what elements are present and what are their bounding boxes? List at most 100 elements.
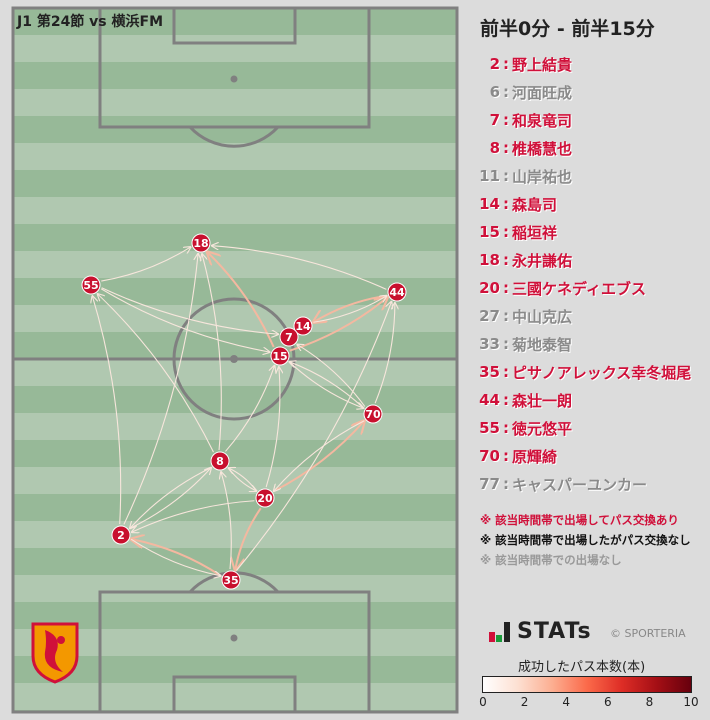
pass-arrow [374,303,395,404]
player-name: 原輝綺 [512,447,558,466]
player-number: 55 [479,419,500,437]
player-list-item: 27: 中山克広 [470,302,710,330]
player-nodes: 18 55 44 147 15 70 8 20 2 35 [81,233,407,590]
separator: : [503,167,509,185]
player-node-circle [293,316,313,336]
separator: : [503,195,509,213]
player-node: 18 [191,233,211,253]
player-node-circle [270,346,290,366]
player-name: 永井謙佑 [512,251,573,270]
player-name: 森壮一朗 [512,391,573,410]
pass-arrow [123,254,198,525]
pass-edges [92,246,395,576]
player-node: 15 [270,346,290,366]
pass-arrow [273,421,365,493]
player-node: 44 [387,282,407,302]
player-name: 徳元悠平 [512,419,573,438]
player-number: 70 [479,447,500,465]
player-node-label: 18 [193,237,208,250]
player-number: 11 [479,167,500,185]
player-name: 中山克広 [512,307,573,326]
player-list: 2: 野上結貴 6: 河面旺成 7: 和泉竜司 8: 椎橋慧也 11: 山岸祐也 14: 森島司 15:… [470,50,710,498]
player-name: 山岸祐也 [512,167,573,186]
legend-note: ※ 該当時間帯で出場してパス交換あり [480,513,679,527]
separator: : [503,83,509,101]
time-period: 前半0分 - 前半15分 [480,18,655,40]
player-node-circle [81,275,101,295]
player-list-item: 33: 菊地泰智 [470,330,710,358]
player-node-circle [221,570,241,590]
separator: : [503,223,509,241]
separator: : [503,447,509,465]
player-list-item: 70: 原輝綺 [470,442,710,470]
pass-arrow [101,247,190,282]
stats-wordmark: STATs [517,619,592,644]
player-node-label: 15 [272,350,287,363]
separator: : [503,307,509,325]
legend-notes: ※ 該当時間帯で出場してパス交換あり ※ 該当時間帯で出場したがパス交換なし ※ 該… [480,510,691,570]
colorbar-tick: 10 [683,695,699,709]
colorbar [482,676,692,693]
player-list-item: 55: 徳元悠平 [470,414,710,442]
player-number: 18 [479,251,500,269]
player-node: 14 [293,316,313,336]
player-node-label: 14 [295,320,311,333]
player-node-circle [363,404,383,424]
player-name: 野上結貴 [512,55,573,74]
colorbar-title: 成功したパス本数(本) [518,660,646,675]
player-node-circle [210,451,230,471]
player-node-label: 8 [216,455,224,468]
player-number: 6 [489,83,500,101]
separator: : [503,251,509,269]
pass-arrow [132,500,255,533]
player-name: 森島司 [512,195,558,214]
player-node-circle [191,233,211,253]
pass-arrow [236,302,391,571]
separator: : [503,391,509,409]
player-node-label: 7 [285,331,293,344]
pass-arrow [228,467,256,491]
separator: : [503,363,509,381]
separator: : [503,475,509,493]
player-number: 20 [479,279,500,297]
player-list-item: 11: 山岸祐也 [470,162,710,190]
player-list-item: 8: 椎橋慧也 [470,134,710,162]
player-name: キャスパーユンカー [512,475,648,494]
player-list-item: 6: 河面旺成 [470,78,710,106]
player-node: 55 [81,275,101,295]
player-node: 20 [255,488,275,508]
pass-arrow [297,344,366,407]
colorbar-tick: 4 [562,695,570,709]
stats-bars-icon [489,621,510,642]
player-node-circle [279,327,299,347]
colorbar-tick: 0 [479,695,487,709]
pass-arrow [129,468,211,529]
player-number: 7 [489,111,500,129]
player-number: 44 [479,391,500,409]
player-node: 2 [111,525,131,545]
player-node-circle [111,525,131,545]
separator: : [503,419,509,437]
pass-arrow [265,367,280,488]
legend-note: ※ 該当時間帯で出場したがパス交換なし [480,533,691,547]
pass-arrow [221,472,232,570]
player-name: 椎橋慧也 [512,139,573,158]
separator: : [503,279,509,297]
player-list-item: 7: 和泉竜司 [470,106,710,134]
pass-arrow [131,539,222,577]
colorbar-tick: 2 [520,695,529,709]
player-node: 8 [210,451,230,471]
player-list-item: 18: 永井謙佑 [470,246,710,274]
player-list-item: 44: 森壮一朗 [470,386,710,414]
separator: : [503,111,509,129]
player-list-item: 35: ピサノアレックス幸冬堀尾 [470,358,710,386]
separator: : [503,55,509,73]
player-list-item: 15: 稲垣祥 [470,218,710,246]
pass-arrow [92,296,122,525]
player-list-item: 77: キャスパーユンカー [470,470,710,498]
player-number: 15 [479,223,500,241]
player-number: 8 [489,139,500,157]
colorbar-tick: 6 [603,695,612,709]
separator: : [503,335,509,353]
